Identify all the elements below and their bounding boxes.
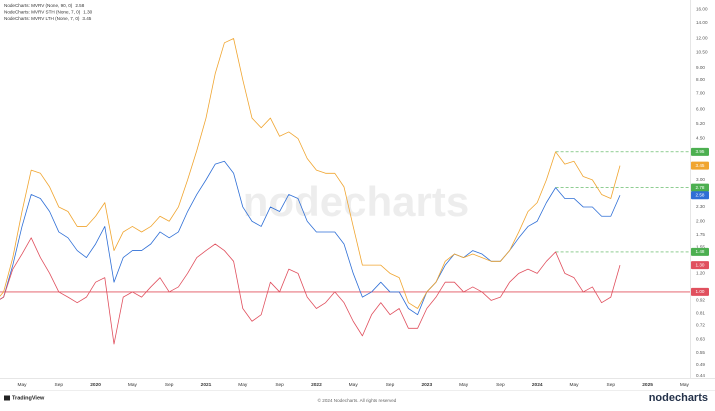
y-tick-label: 9.00 [696, 65, 705, 70]
x-tick-label: May [238, 382, 248, 388]
x-tick-label: May [459, 382, 469, 388]
y-tick-label: 0.55 [696, 350, 705, 355]
legend-label: NodeCharts: MVRV STH (None, 7, 0) [4, 10, 81, 15]
legend-label: NodeCharts: MVRV (None, 90, 0) [4, 3, 73, 8]
price-badge-label: 3.45 [696, 163, 705, 168]
brand-icon [4, 395, 10, 401]
y-tick-label: 0.49 [696, 362, 705, 367]
price-badge [691, 191, 709, 200]
y-tick-label: 2.00 [696, 218, 705, 223]
x-tick-label: May [349, 382, 359, 388]
price-badge-label: 2.58 [696, 192, 705, 197]
y-tick-label: 0.44 [696, 373, 705, 378]
y-tick-label: 0.81 [696, 311, 705, 316]
x-tick-label: May [128, 382, 138, 388]
x-tick-label: 2020 [90, 382, 101, 388]
x-tick-label: Sep [607, 382, 616, 388]
series-line [0, 237, 621, 345]
y-tick-label: 0.72 [696, 323, 705, 328]
brand-left: TradingView [12, 395, 45, 401]
y-tick-label: 4.50 [696, 136, 705, 141]
x-tick-label: Sep [55, 382, 64, 388]
y-tick-label: 10.50 [696, 49, 708, 54]
y-tick-label: 0.63 [696, 336, 705, 341]
legend-label: NodeCharts: MVRV LTH (None, 7, 0) [4, 16, 80, 21]
price-badge-label: 2.78 [696, 185, 705, 190]
y-tick-label: 8.00 [696, 77, 705, 82]
legend-value: 2.58 [75, 3, 84, 8]
price-badge [691, 261, 709, 270]
brand-right: nodecharts [649, 392, 708, 404]
price-badge-label: 3.95 [696, 149, 705, 154]
watermark: nodecharts [243, 178, 469, 225]
price-badge-label: 1.00 [696, 289, 705, 294]
price-badge-label: 1.48 [696, 249, 705, 254]
y-tick-label: 0.92 [696, 298, 705, 303]
y-tick-label: 1.55 [696, 244, 705, 249]
series-line [0, 38, 621, 309]
price-badge-label: 1.30 [696, 262, 705, 267]
x-tick-label: May [17, 382, 27, 388]
y-tick-label: 7.00 [696, 91, 705, 96]
y-tick-label: 14.00 [696, 20, 708, 25]
y-tick-label: 12.00 [696, 36, 708, 41]
price-badge [691, 147, 709, 156]
price-badge [691, 161, 709, 170]
y-tick-label: 1.75 [696, 232, 705, 237]
x-tick-label: Sep [165, 382, 174, 388]
x-tick-label: Sep [496, 382, 505, 388]
x-tick-label: May [569, 382, 579, 388]
x-tick-label: 2024 [532, 382, 543, 388]
footer-text: © 2024 Nodecharts. All rights reserved [318, 397, 397, 403]
x-tick-label: 2025 [642, 382, 653, 388]
legend-value: 3.45 [82, 16, 91, 21]
x-tick-label: 2021 [201, 382, 212, 388]
y-tick-label: 16.00 [696, 6, 708, 11]
x-tick-label: 2023 [421, 382, 432, 388]
y-tick-label: 1.20 [696, 271, 705, 276]
legend-value: 1.30 [83, 10, 92, 15]
y-tick-label: 5.20 [696, 121, 705, 126]
x-tick-label: Sep [275, 382, 284, 388]
price-badge [691, 247, 709, 256]
y-tick-label: 6.00 [696, 106, 705, 111]
series-line [0, 160, 621, 316]
y-tick-label: 3.00 [696, 177, 705, 182]
x-tick-label: May [680, 382, 690, 388]
price-badge [691, 287, 709, 296]
x-tick-label: 2022 [311, 382, 322, 388]
y-tick-label: 2.30 [696, 204, 705, 209]
x-tick-label: Sep [386, 382, 395, 388]
price-badge [691, 183, 709, 192]
